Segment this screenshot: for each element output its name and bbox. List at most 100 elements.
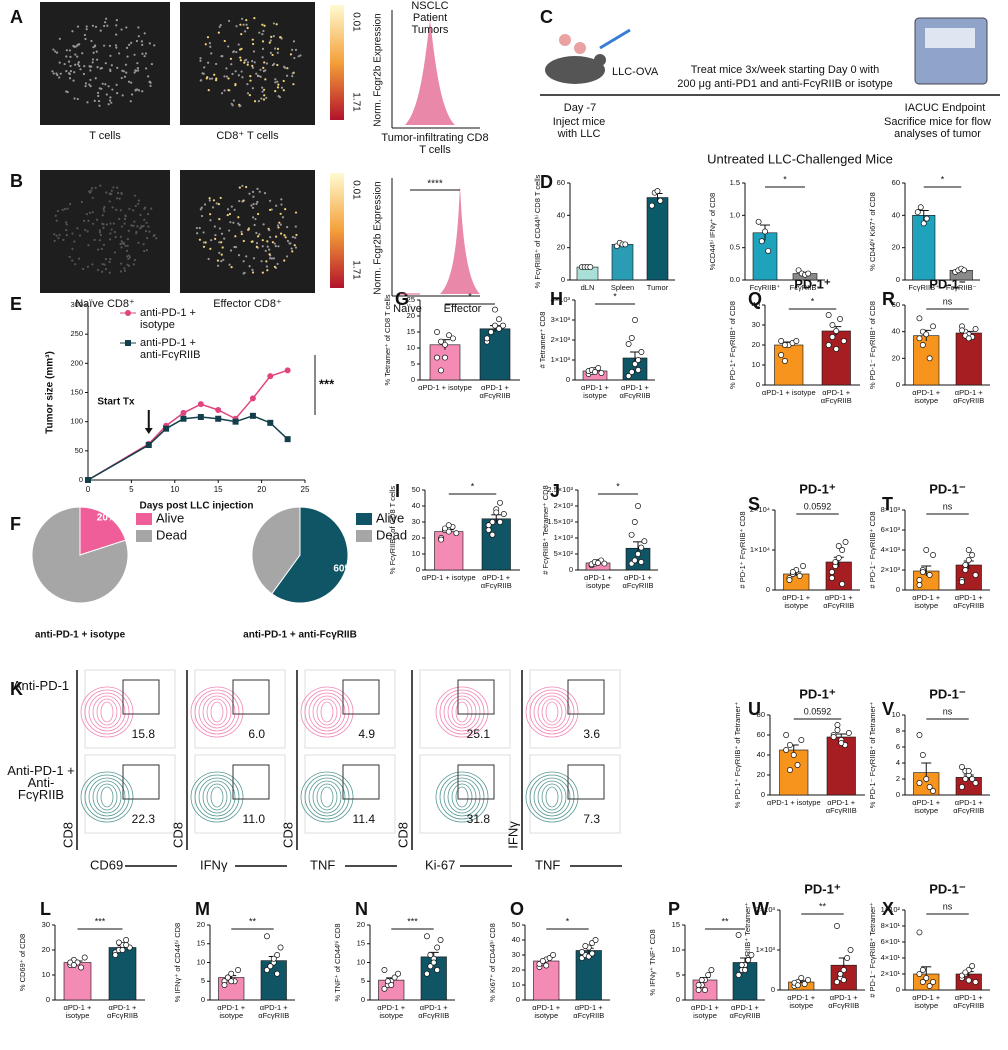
- y-tick-label: 20: [357, 920, 365, 929]
- data-point: [78, 964, 85, 971]
- legend-label: Dead: [376, 527, 407, 542]
- data-point: [264, 933, 270, 940]
- data-point: [969, 776, 976, 782]
- umap-cell: [204, 43, 207, 46]
- y-tick-label: 1×10²: [881, 905, 901, 914]
- flow-contour: [80, 686, 134, 738]
- panel-letter: F: [10, 514, 21, 534]
- data-point: [762, 228, 768, 235]
- umap-cell: [122, 242, 126, 246]
- umap-cell: [219, 23, 222, 27]
- umap-cell: [109, 54, 112, 57]
- umap-cell: [270, 257, 274, 260]
- umap-cell: [72, 79, 75, 82]
- umap-cell: [220, 55, 223, 58]
- umap-cell: [73, 71, 76, 74]
- bar: [752, 232, 778, 281]
- umap-cell: [211, 206, 215, 209]
- x-tick-label: αPD-1 + αFcγRIIB: [820, 388, 852, 405]
- panel-letter: A: [10, 7, 23, 27]
- umap-cell: [285, 255, 289, 258]
- umap-cell: [213, 73, 216, 76]
- umap-cell: [200, 214, 204, 218]
- umap-cell: [102, 226, 105, 229]
- umap-cell: [74, 53, 77, 56]
- umap-cell: [261, 40, 265, 43]
- umap-cell: [136, 225, 139, 228]
- data-point: [965, 768, 972, 774]
- umap-cell: [229, 249, 233, 252]
- y-tick-label: 20: [557, 243, 565, 252]
- data-point: [543, 962, 550, 969]
- umap-cell: [125, 71, 128, 74]
- umap-cell: [246, 61, 250, 64]
- y-tick-label: 8×10¹: [881, 921, 901, 930]
- bar: [646, 197, 669, 281]
- umap-cell: [94, 44, 97, 47]
- umap-cell: [203, 203, 207, 206]
- y-tick-label: 20: [512, 965, 520, 974]
- data-point: [829, 575, 835, 581]
- schematic-text: Treat mice 3x/week starting Day 0 with: [691, 64, 880, 76]
- umap-cell: [265, 62, 268, 65]
- umap-cell: [257, 74, 260, 78]
- flow-plot: [194, 754, 286, 834]
- y-tick-label: 20: [42, 945, 50, 954]
- data-point: [224, 974, 231, 981]
- umap-cell: [119, 209, 122, 212]
- pie-slice: [251, 506, 301, 595]
- data-point: [930, 979, 937, 985]
- umap-cell: [98, 229, 101, 232]
- data-point: [782, 358, 788, 364]
- y-tick-label: 0: [569, 565, 573, 574]
- umap-cell: [262, 98, 266, 101]
- umap-cell: [58, 233, 61, 236]
- data-point: [916, 335, 923, 342]
- umap-cell: [243, 61, 246, 64]
- umap-cell: [83, 33, 87, 37]
- umap-cell: [199, 59, 202, 62]
- data-point: [270, 955, 277, 962]
- umap-cell: [262, 223, 265, 226]
- umap-cell: [272, 257, 276, 260]
- umap-cell: [199, 208, 202, 211]
- umap-cell: [268, 248, 271, 251]
- umap-cell: [237, 74, 240, 77]
- umap-cell: [116, 66, 119, 69]
- data-point: [962, 567, 969, 573]
- y-tick-label: 60: [892, 300, 900, 309]
- bar: [429, 344, 461, 381]
- umap-cell: [207, 257, 210, 261]
- y-tick-label: 20: [752, 340, 760, 349]
- umap-cell: [128, 43, 131, 46]
- x-tick-label: 20: [257, 485, 266, 494]
- flow-contour: [447, 780, 477, 814]
- data-point: [923, 975, 930, 981]
- data-point: [919, 967, 926, 973]
- umap-cell: [269, 51, 272, 54]
- umap-cell: [268, 229, 271, 232]
- umap-cell: [279, 36, 282, 39]
- data-point: [834, 722, 841, 728]
- flow-row-label: Anti-PD-1: [12, 678, 70, 693]
- umap-cell: [275, 235, 278, 238]
- umap-cell: [251, 206, 255, 209]
- umap-cell: [284, 208, 287, 211]
- umap-cell: [98, 87, 101, 90]
- series-marker: [145, 442, 152, 448]
- series-line: [87, 369, 288, 481]
- sig-label: **: [819, 901, 827, 911]
- umap-cell: [253, 16, 256, 20]
- flow-contour: [537, 780, 567, 814]
- umap-cell: [87, 244, 90, 247]
- y-axis-label: # PD-1⁺ FcγRIIB⁺ Tetramer⁺: [743, 902, 752, 998]
- y-tick-label: 0: [566, 375, 570, 384]
- data-point: [81, 954, 88, 961]
- umap-cell: [98, 231, 102, 234]
- data-point: [424, 933, 430, 940]
- umap-cell: [261, 86, 264, 89]
- umap-cell: [251, 64, 254, 68]
- flow-gate: [342, 764, 380, 800]
- data-point: [628, 369, 635, 375]
